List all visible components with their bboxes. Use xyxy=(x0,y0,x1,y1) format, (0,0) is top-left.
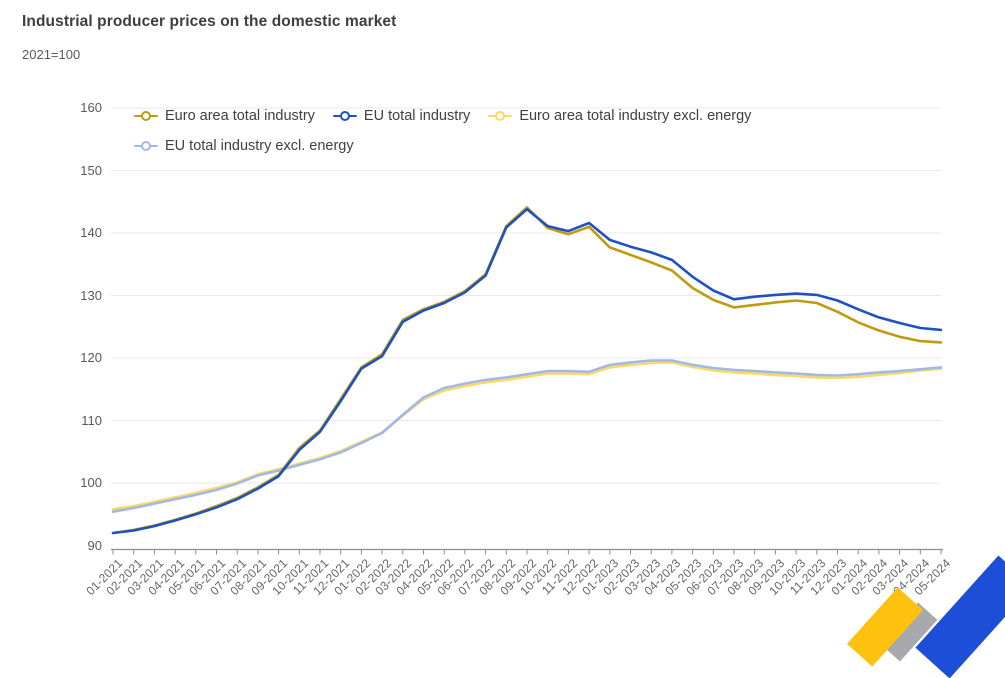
legend-label: EU total industry excl. energy xyxy=(165,138,354,154)
legend-label: EU total industry xyxy=(363,108,471,124)
series-line-eu-total-industry-excl-energy xyxy=(111,359,943,514)
legend-marker-icon xyxy=(134,140,158,152)
page-title: Industrial producer prices on the domest… xyxy=(22,13,397,30)
series-line-euro-area-total-industry-excl-energy xyxy=(111,361,943,511)
y-tick-label: 100 xyxy=(80,475,102,490)
y-tick-label: 160 xyxy=(80,100,102,115)
y-tick-label: 110 xyxy=(81,412,102,428)
y-tick-label: 120 xyxy=(80,350,102,365)
legend-marker-icon xyxy=(332,110,357,122)
line-chart xyxy=(111,107,943,555)
y-tick-label: 140 xyxy=(80,225,102,240)
legend-item-eu-total-industry[interactable]: EU total industry xyxy=(332,105,471,127)
legend-item-euro-area-total-industry-excl-energy[interactable]: Euro area total industry excl. energy xyxy=(488,105,751,127)
y-tick-label: 90 xyxy=(87,537,102,553)
legend-label: Euro area total industry xyxy=(165,108,315,124)
legend-label: Euro area total industry excl. energy xyxy=(519,108,752,124)
legend-item-euro-area-total-industry[interactable]: Euro area total industry xyxy=(134,105,315,127)
page-subtitle: 2021=100 xyxy=(22,47,81,62)
chart-legend: Euro area total industry EU total industr… xyxy=(134,105,944,157)
legend-marker-icon xyxy=(134,110,158,122)
y-tick-label: 150 xyxy=(80,162,102,178)
legend-item-eu-total-industry-excl-energy[interactable]: EU total industry excl. energy xyxy=(134,135,354,157)
y-tick-label: 130 xyxy=(80,287,102,303)
legend-marker-icon xyxy=(488,110,513,122)
series-line-eu-total-industry xyxy=(111,207,943,535)
